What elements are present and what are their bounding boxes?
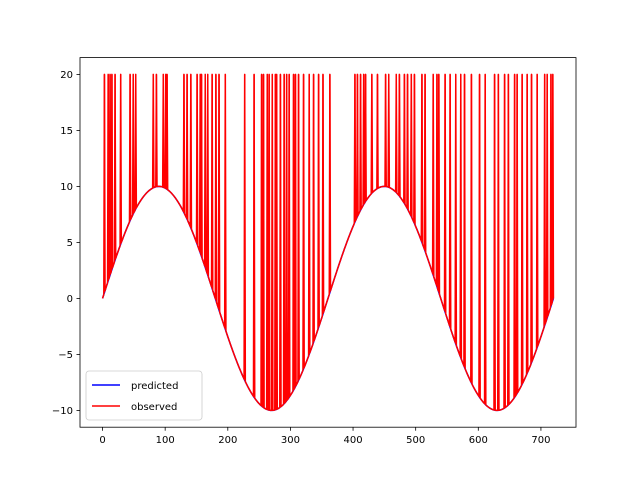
x-tick-label: 600	[469, 435, 488, 446]
x-tick-label: 400	[344, 435, 363, 446]
x-tick-label: 300	[281, 435, 300, 446]
x-tick-label: 0	[99, 435, 105, 446]
series-line-observed	[101, 73, 555, 412]
y-tick-label: 0	[67, 294, 73, 305]
x-tick-label: 200	[218, 435, 237, 446]
plot-area	[101, 73, 555, 412]
y-tick-label: −10	[52, 406, 73, 417]
x-tick-label: 100	[156, 435, 175, 446]
y-tick-label: 20	[60, 70, 73, 81]
x-tick-label: 700	[531, 435, 550, 446]
y-tick-label: 10	[60, 182, 73, 193]
legend-box	[85, 370, 203, 421]
y-tick-label: −5	[58, 350, 73, 361]
y-axis-ticks: −10 −5 0 5 10 15 20	[52, 70, 80, 417]
y-tick-label: 15	[60, 126, 73, 137]
legend: predicted observed	[85, 370, 203, 421]
legend-label-observed: observed	[131, 402, 177, 413]
legend-label-predicted: predicted	[131, 381, 178, 392]
y-tick-label: 5	[67, 238, 73, 249]
x-tick-label: 500	[406, 435, 425, 446]
x-axis-ticks: 0 100 200 300 400 500 600 700	[99, 427, 550, 446]
